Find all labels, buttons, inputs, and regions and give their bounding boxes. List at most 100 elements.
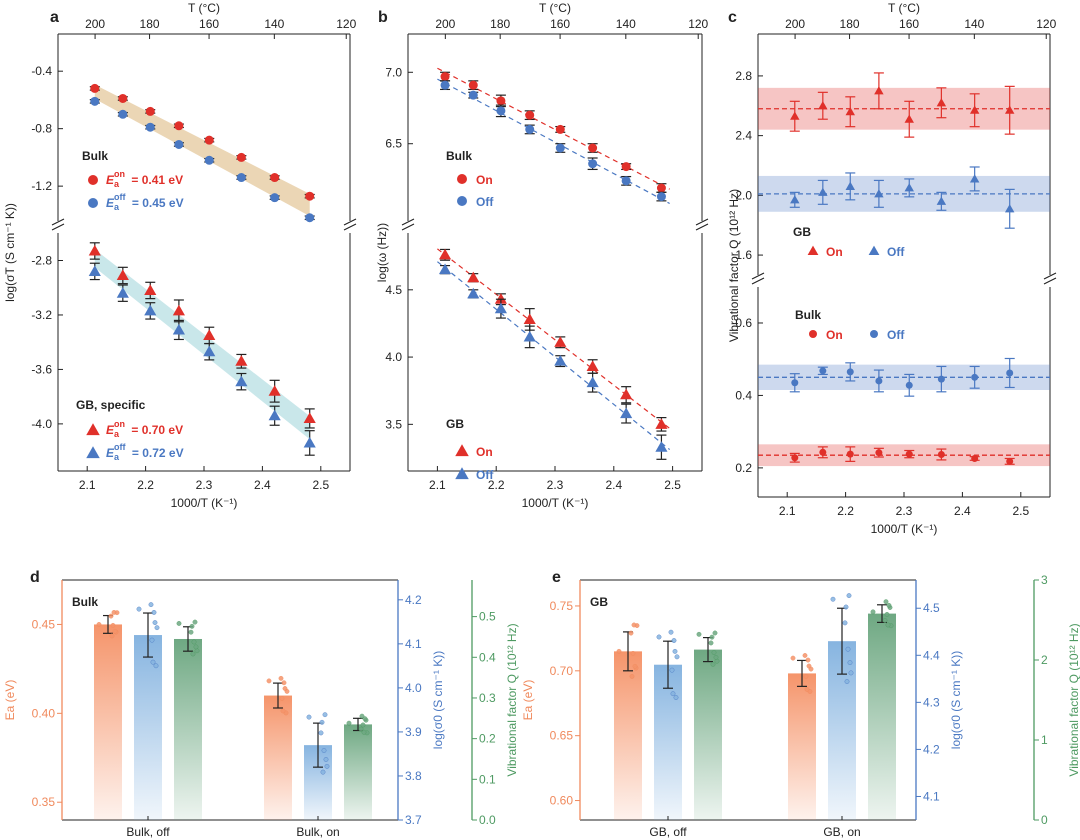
panel-d-sample-dot [108, 613, 114, 619]
panel-a-lower-on-point [144, 284, 157, 296]
legend-on-marker [809, 330, 817, 338]
panel-c-lower-off-point [905, 381, 913, 389]
panel-d-sample-dot [346, 720, 352, 726]
y-tick-label: 0.65 [550, 729, 574, 743]
panel-d-sample-dot [151, 609, 157, 615]
x-axis-label: 1000/T (K⁻¹) [171, 496, 238, 510]
y-tick-label: 6.5 [385, 137, 402, 151]
panel-c-axis-break [751, 277, 765, 285]
panel-b-lower-on-point [523, 313, 536, 324]
panel-a-upper-off-point [204, 155, 214, 165]
panel-e-sample-dot [790, 655, 796, 661]
legend-on-marker [86, 423, 100, 436]
panel-d-axis-label-Q: Vibrational factor Q (10¹² Hz) [505, 623, 519, 776]
x-tick-label: 2.2 [488, 478, 505, 492]
legend-off-marker [88, 198, 98, 208]
top-tick-label: 120 [1036, 17, 1056, 31]
y-tick-label: 3.7 [405, 813, 422, 827]
panel-c-lower-on-point [791, 454, 799, 462]
x-tick-label: 2.3 [547, 478, 564, 492]
panel-d-bar-sigma0 [134, 635, 162, 820]
panel-d-bar-Q [344, 724, 372, 820]
top-tick-label: 140 [964, 17, 984, 31]
panel-d-sample-dot [191, 639, 197, 645]
panel-e-sample-dot [803, 673, 809, 679]
panel-a-upper-off-point [270, 193, 280, 203]
panel-a-upper-on-point [204, 135, 214, 145]
panel-d-sample-dot [150, 659, 156, 665]
panel-e-title: GB [590, 595, 608, 609]
legend-off-marker [455, 467, 469, 480]
panel-e-sample-dot [671, 638, 677, 643]
panel-d-bar-Ea [94, 624, 122, 820]
panel-a-lower-on-point [203, 329, 216, 340]
y-axis-label: Vibrational factor Q (10¹² Hz) [727, 189, 741, 342]
legend-off-marker [86, 446, 100, 459]
top-tick-label: 160 [199, 17, 219, 31]
panel-d-sample-dot [188, 629, 194, 635]
x-tick-label: 2.3 [896, 504, 913, 518]
panel-c-axis-break [751, 272, 765, 280]
x-tick-label: 2.1 [79, 478, 96, 492]
panel-e-bar-Ea [614, 651, 642, 820]
y-tick-label: 0.2 [479, 732, 496, 746]
panel-e-sample-dot [843, 604, 849, 610]
panel-e-bar-Ea [788, 673, 816, 820]
panel-a-lower-off-point [235, 375, 248, 387]
panel-a-lower-on-point [303, 412, 316, 423]
legend-on-label: On [826, 328, 843, 342]
x-tick-label: 2.4 [605, 478, 622, 492]
panel-d-sample-dot [306, 714, 312, 720]
panel-c-upper-on-point [1004, 105, 1015, 114]
panel-e-sample-dot [710, 661, 716, 667]
panel-e-sample-dot [631, 622, 637, 628]
y-tick-label: 0.2 [735, 461, 752, 475]
panel-e-axis-label-Ea: Ea (eV) [521, 680, 535, 721]
panel-e-sample-dot [842, 620, 848, 626]
panel-e-bar-sigma0 [654, 664, 682, 820]
panel-a-lower-on-point [88, 244, 101, 256]
panel-b-axis-break [695, 218, 709, 226]
panel-c-upper-off-point [818, 187, 828, 196]
panel-e-sample-dot [802, 653, 808, 658]
top-tick-label: 200 [785, 17, 805, 31]
panel-e-sample-dot [870, 609, 876, 615]
panel-c-lower-on-point [937, 450, 945, 458]
panel-a-upper-on-point [174, 121, 184, 131]
y-tick-label: 2.0 [735, 188, 752, 202]
panel-e-sample-dot [632, 663, 638, 669]
y-tick-label: 2.8 [735, 69, 752, 83]
y-tick-label: 4.0 [385, 350, 402, 364]
legend-gb-on: Eaon = 0.70 eV [106, 419, 183, 439]
panel-d-sample-dot [154, 625, 160, 631]
panel-a-axis-break [343, 223, 357, 231]
legend-bulk-title: Bulk [446, 149, 472, 163]
y-tick-label: 0.40 [32, 706, 56, 720]
panel-c-upper-off-point [845, 181, 855, 190]
y-tick-label: 3 [1041, 573, 1048, 587]
top-tick-label: 140 [616, 17, 636, 31]
panel-d-sample-dot [321, 748, 327, 753]
y-tick-label: 0.5 [479, 610, 496, 624]
panel-b-upper-on-point [525, 110, 535, 120]
panel-d-category-label: Bulk, on [296, 825, 339, 839]
legend-on-marker [457, 174, 467, 184]
panel-d-sample-dot [280, 708, 286, 714]
y-tick-label: 2.4 [735, 129, 752, 143]
panel-a-axis-break [51, 218, 65, 226]
panel-d-sample-dot [361, 729, 367, 735]
panel-c-upper-off-point [1004, 204, 1015, 213]
panel-e-category-label: GB, off [649, 825, 687, 839]
panel-d-sample-dot [152, 620, 158, 626]
panel-c-lower-on-point [971, 454, 979, 462]
legend-bulk-title: Bulk [82, 149, 108, 163]
panel-b-upper-on-point [555, 124, 565, 134]
panel-e-bar-Q [694, 649, 722, 820]
y-tick-label: 4.4 [923, 648, 940, 662]
x-axis-label: 1000/T (K⁻¹) [522, 496, 589, 510]
x-tick-label: 2.1 [779, 504, 796, 518]
panel-d-sample-dot [319, 719, 325, 725]
panel-c-upper-on-point [818, 101, 828, 110]
panel-d-bar-Q [174, 638, 202, 820]
legend-bulk-on: Eaon = 0.41 eV [106, 169, 183, 189]
